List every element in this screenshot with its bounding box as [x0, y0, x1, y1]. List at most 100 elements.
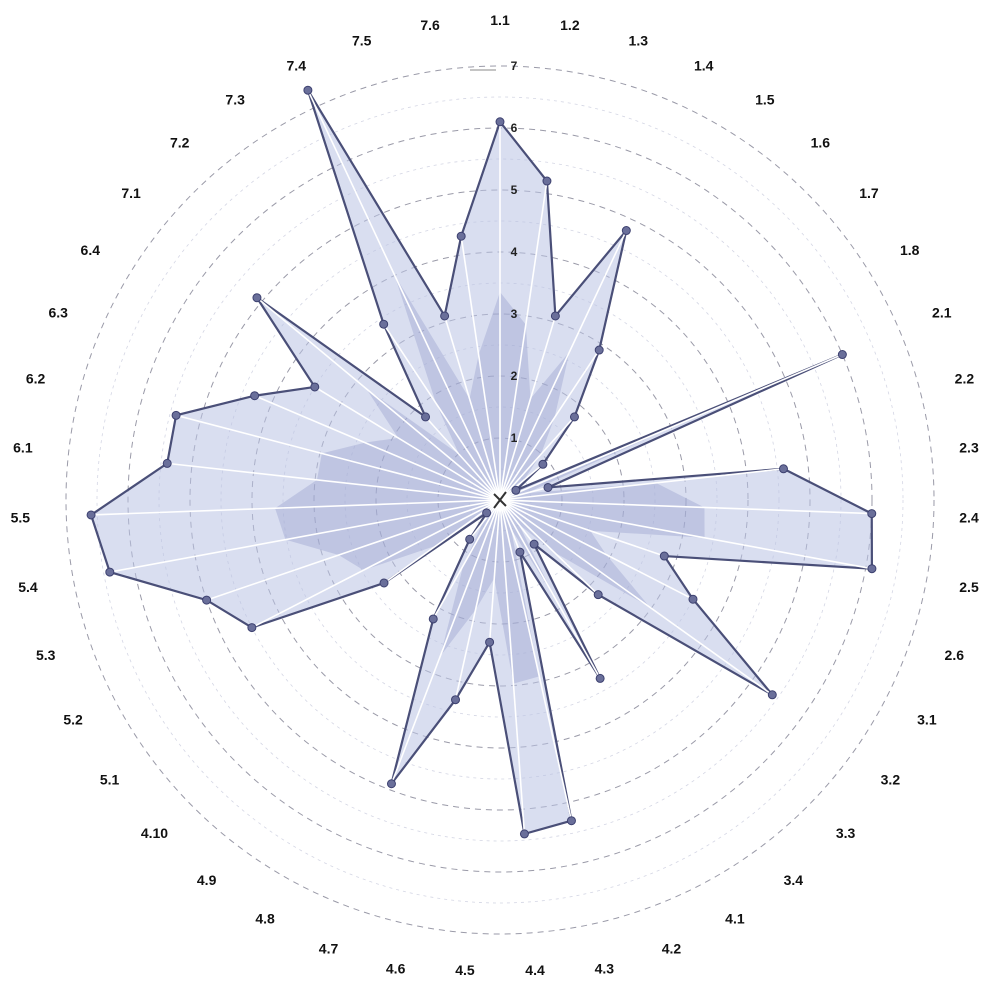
spoke-2.1 [499, 353, 843, 501]
spoke-4.8 [432, 499, 501, 620]
data-point-4.1 [595, 673, 605, 683]
data-point-5.3 [202, 595, 212, 605]
data-point-7.4 [303, 85, 313, 95]
data-point-2.5 [867, 564, 877, 574]
tick-label-1: 1 [511, 431, 518, 445]
spoke-7.4 [307, 89, 501, 501]
category-label-5.5: 5.5 [11, 510, 31, 526]
grid-ring-7 [65, 65, 935, 935]
spoke-1.2 [499, 180, 548, 501]
category-label-7.6: 7.6 [420, 17, 440, 33]
data-point-5.5 [86, 510, 96, 520]
category-labels: 1.1 1.2 1.3 1.4 1.5 1.6 1.7 1.8 2.1 2.2 2.3 2.4 2.5 2… [11, 12, 979, 978]
spoke-4.5 [488, 499, 501, 643]
category-label-7.5: 7.5 [352, 32, 372, 48]
category-label-6.4: 6.4 [81, 242, 101, 258]
spoke-7.5 [443, 315, 501, 501]
category-label-2.2: 2.2 [955, 371, 975, 387]
tick-label-2: 2 [511, 369, 518, 383]
category-label-1.4: 1.4 [694, 57, 714, 73]
radial-tick-labels: 1 2 3 4 5 6 7 [470, 59, 518, 445]
spoke-5.2 [251, 499, 501, 629]
data-point-1.3 [550, 311, 560, 321]
spoke-4.1 [499, 499, 601, 679]
spoke-3.2 [499, 499, 773, 696]
category-label-1.5: 1.5 [755, 92, 775, 108]
data-point-2.4 [867, 509, 877, 519]
spoke-3.1 [499, 499, 694, 600]
data-point-6.2 [171, 410, 181, 420]
grid-ring-minor [96, 96, 904, 904]
spoke-1.7 [499, 463, 544, 501]
spoke-5.3 [206, 499, 501, 601]
tick-label-6: 6 [511, 121, 518, 135]
spoke-6.4 [314, 386, 501, 501]
category-label-4.3: 4.3 [595, 961, 615, 977]
category-label-5.2: 5.2 [63, 711, 83, 727]
data-point-7.6 [456, 231, 466, 241]
category-label-1.3: 1.3 [629, 32, 649, 48]
spoke-3.4 [499, 499, 535, 545]
category-label-4.5: 4.5 [455, 962, 475, 978]
spoke-1.3 [499, 315, 557, 501]
spoke-6.2 [175, 414, 501, 501]
data-point-4.8 [428, 614, 438, 624]
data-point-3.1 [688, 594, 698, 604]
category-label-4.6: 4.6 [386, 961, 406, 977]
data-point-3.4 [529, 539, 539, 549]
category-label-2.1: 2.1 [932, 304, 952, 320]
category-label-3.4: 3.4 [784, 872, 804, 888]
category-label-2.6: 2.6 [945, 647, 965, 663]
spoke-2.5 [499, 499, 873, 570]
spoke-7.1 [256, 297, 501, 501]
data-point-4.3 [566, 816, 576, 826]
spoke-2.2 [499, 486, 549, 501]
data-point-6.3 [250, 391, 260, 401]
data-point-6.4 [310, 382, 320, 392]
category-label-5.1: 5.1 [100, 771, 120, 787]
spoke-1.5 [499, 349, 600, 501]
center-mark [493, 491, 507, 509]
category-label-7.4: 7.4 [287, 57, 307, 73]
data-point-1.5 [594, 345, 604, 355]
category-label-6.2: 6.2 [26, 371, 46, 387]
spoke-4.6 [454, 499, 501, 700]
data-point-4.6 [451, 695, 461, 705]
spoke-6.1 [167, 462, 501, 501]
spoke-5.5 [91, 499, 501, 516]
category-label-3.2: 3.2 [881, 771, 901, 787]
data-point-7.2 [421, 412, 431, 422]
data-point-1.2 [542, 176, 552, 186]
spoke-3.3 [499, 499, 599, 596]
spoke-4.2 [499, 499, 521, 553]
spoke-2.3 [499, 468, 784, 501]
tick-label-7: 7 [511, 59, 518, 73]
category-label-5.4: 5.4 [18, 579, 38, 595]
spoke-7.3 [383, 323, 501, 501]
data-point-4.7 [386, 779, 396, 789]
category-label-4.9: 4.9 [197, 872, 217, 888]
data-point-5.4 [105, 567, 115, 577]
category-label-7.3: 7.3 [225, 92, 245, 108]
spoke-4.7 [390, 499, 501, 785]
data-area [89, 89, 874, 836]
category-label-4.10: 4.10 [141, 825, 168, 841]
spoke-6.3 [254, 394, 501, 501]
data-point-7.3 [379, 319, 389, 329]
data-point-2.3 [778, 464, 788, 474]
data-point-4.2 [515, 547, 525, 557]
category-label-6.1: 6.1 [13, 440, 33, 456]
category-label-6.3: 6.3 [48, 304, 68, 320]
category-label-7.2: 7.2 [170, 135, 190, 151]
category-label-1.8: 1.8 [900, 242, 920, 258]
spoke-5.4 [109, 499, 501, 573]
category-label-2.4: 2.4 [959, 510, 979, 526]
data-point-1.1 [495, 117, 505, 127]
spoke-2.4 [499, 499, 872, 515]
data-point-2.1 [837, 350, 847, 360]
spoke-5.1 [383, 499, 501, 584]
data-point-6.1 [162, 458, 172, 468]
data-point-7.1 [252, 293, 262, 303]
category-label-1.2: 1.2 [560, 17, 580, 33]
